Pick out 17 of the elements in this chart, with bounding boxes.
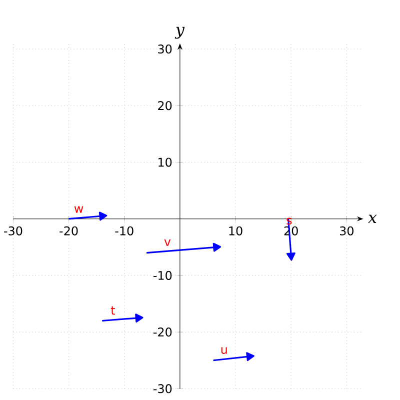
series-label: t (110, 306, 116, 315)
y-tick-label: 10 (158, 158, 172, 167)
y-tick-label: -30 (153, 384, 172, 394)
y-tick-label: -10 (153, 270, 172, 280)
x-tick-label: -30 (4, 226, 22, 236)
series-label: w (74, 206, 84, 213)
y-tick-label: 20 (158, 101, 172, 110)
x-tick-label: 10 (229, 226, 242, 236)
x-tick-label: -20 (60, 226, 78, 236)
series-label: v (164, 239, 171, 246)
x-tick-label: 30 (340, 226, 354, 236)
x-tick-label: -10 (115, 226, 134, 236)
series-label: u (221, 347, 227, 354)
x-axis-title: x (368, 214, 377, 223)
y-tick-label: -20 (153, 328, 172, 337)
y-tick-label: 30 (158, 44, 172, 54)
y-axis-title: y (174, 26, 185, 39)
